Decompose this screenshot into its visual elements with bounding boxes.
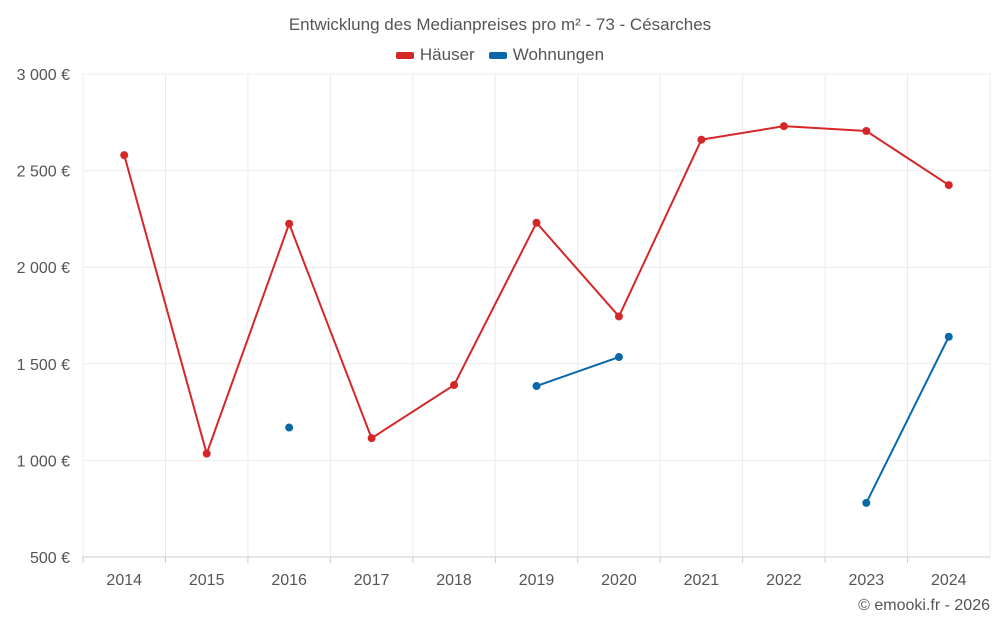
- data-point-Häuser: [120, 151, 129, 160]
- legend-label: Wohnungen: [512, 45, 605, 64]
- series-line-Wohnungen: [865, 336, 950, 504]
- x-tick-label: 2019: [519, 572, 555, 589]
- y-tick-label: 1 500 €: [17, 357, 70, 374]
- data-point-Häuser: [779, 122, 788, 131]
- y-tick-label: 2 000 €: [17, 260, 70, 277]
- x-tick-label: 2023: [849, 572, 885, 589]
- x-tick-label: 2014: [106, 572, 142, 589]
- data-point-Wohnungen: [532, 382, 541, 391]
- x-tick-label: 2024: [931, 572, 967, 589]
- data-point-Wohnungen: [285, 423, 294, 432]
- data-point-Wohnungen: [944, 332, 953, 341]
- legend: Häuser Wohnungen: [0, 45, 1000, 65]
- x-tick-label: 2022: [766, 572, 802, 589]
- y-tick-label: 500 €: [30, 550, 70, 567]
- data-point-Wohnungen: [862, 498, 871, 507]
- legend-item-haeuser[interactable]: Häuser: [395, 45, 475, 65]
- legend-swatch: [395, 51, 414, 59]
- y-tick-label: 1 000 €: [17, 453, 70, 470]
- data-point-Wohnungen: [614, 353, 623, 362]
- series-line-Wohnungen: [536, 356, 620, 387]
- x-tick-label: 2018: [436, 572, 472, 589]
- data-point-Häuser: [944, 181, 953, 190]
- x-tick-label: 2017: [354, 572, 390, 589]
- data-point-Häuser: [862, 126, 871, 135]
- x-tick-label: 2016: [271, 572, 307, 589]
- legend-label: Häuser: [419, 45, 475, 64]
- data-point-Häuser: [285, 219, 294, 228]
- data-point-Häuser: [202, 449, 211, 458]
- x-tick-label: 2015: [189, 572, 225, 589]
- data-point-Häuser: [367, 434, 376, 443]
- credit: © emooki.fr - 2026: [858, 597, 990, 614]
- y-tick-label: 3 000 €: [17, 67, 70, 84]
- x-tick-label: 2021: [684, 572, 720, 589]
- data-point-Häuser: [532, 218, 541, 227]
- chart-title: Entwicklung des Medianpreises pro m² - 7…: [288, 15, 712, 34]
- data-point-Häuser: [697, 135, 706, 144]
- legend-swatch: [488, 51, 507, 59]
- data-point-Häuser: [450, 381, 459, 390]
- data-point-Häuser: [614, 312, 623, 321]
- x-tick-label: 2020: [601, 572, 637, 589]
- y-tick-label: 2 500 €: [17, 164, 70, 181]
- legend-item-wohnungen[interactable]: Wohnungen: [488, 45, 605, 65]
